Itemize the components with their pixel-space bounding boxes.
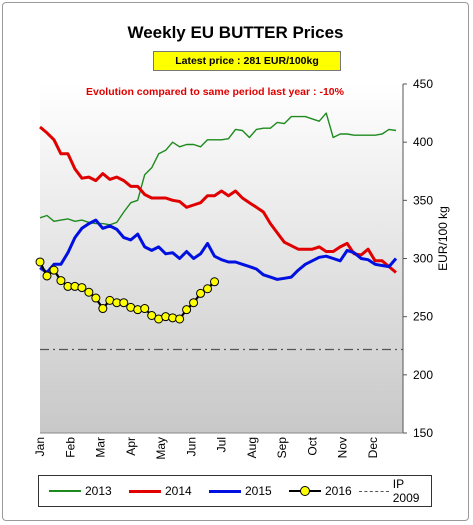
data-point-2016 [147,311,157,321]
x-tick-label: Jun [184,437,198,456]
legend-swatch [289,486,321,496]
data-point-2016 [84,287,94,297]
x-tick-label: Oct [305,436,319,455]
y-tick-label: 350 [413,193,433,207]
legend-swatch [49,490,81,492]
x-tick-label: Feb [63,437,77,458]
x-tick-label: Aug [245,437,259,458]
data-point-2016 [189,298,199,308]
data-point-2016 [98,304,108,314]
legend-swatch [129,489,161,493]
y-tick-label: 450 [413,77,433,91]
data-point-2016 [35,257,45,267]
chart-title: Weekly EU BUTTER Prices [127,23,344,42]
data-point-2016 [119,298,129,308]
data-point-2016 [49,265,59,275]
y-axis-label: EUR/100 kg [436,206,450,271]
data-point-2016 [175,314,185,324]
legend-label: IP 2009 [392,477,420,505]
legend-item-ip-2009: IP 2009 [359,476,431,506]
data-point-2016 [140,304,150,314]
data-point-2016 [42,271,52,281]
legend: 2013 2014 2015 2016 IP 2009 [38,475,432,507]
y-tick-label: 400 [413,135,433,149]
latest-price-badge: Latest price : 281 EUR/100kg [153,51,341,71]
y-tick-label: 300 [413,252,433,266]
legend-swatch [359,490,389,492]
legend-swatch [209,489,241,493]
legend-item-2016: 2016 [289,476,352,506]
data-point-2016 [210,277,220,287]
legend-label: 2013 [85,484,112,498]
x-tick-label: May [154,437,168,460]
y-tick-label: 200 [413,368,433,382]
legend-item-2014: 2014 [129,476,192,506]
x-tick-label: Dec [366,437,380,458]
legend-label: 2016 [325,484,352,498]
data-point-2016 [56,276,66,286]
evolution-note: Evolution compared to same period last y… [86,86,344,98]
data-point-2016 [91,293,101,303]
data-point-2016 [77,283,87,293]
data-point-2016 [203,284,213,294]
data-point-2016 [182,305,192,315]
x-tick-label: Apr [124,437,138,456]
legend-item-2015: 2015 [209,476,272,506]
x-tick-label: Mar [94,437,108,458]
x-tick-label: Jan [33,437,47,456]
x-tick-label: Nov [336,437,350,458]
x-tick-label: Jul [215,437,229,452]
legend-label: 2015 [245,484,272,498]
data-point-2016 [196,288,206,298]
legend-label: 2014 [165,484,192,498]
series-line-2014 [39,125,397,274]
series-line-2015 [39,218,398,281]
y-tick-label: 250 [413,310,433,324]
y-tick-label: 150 [413,426,433,440]
x-tick-label: Sep [275,437,289,459]
legend-item-2013: 2013 [49,476,112,506]
